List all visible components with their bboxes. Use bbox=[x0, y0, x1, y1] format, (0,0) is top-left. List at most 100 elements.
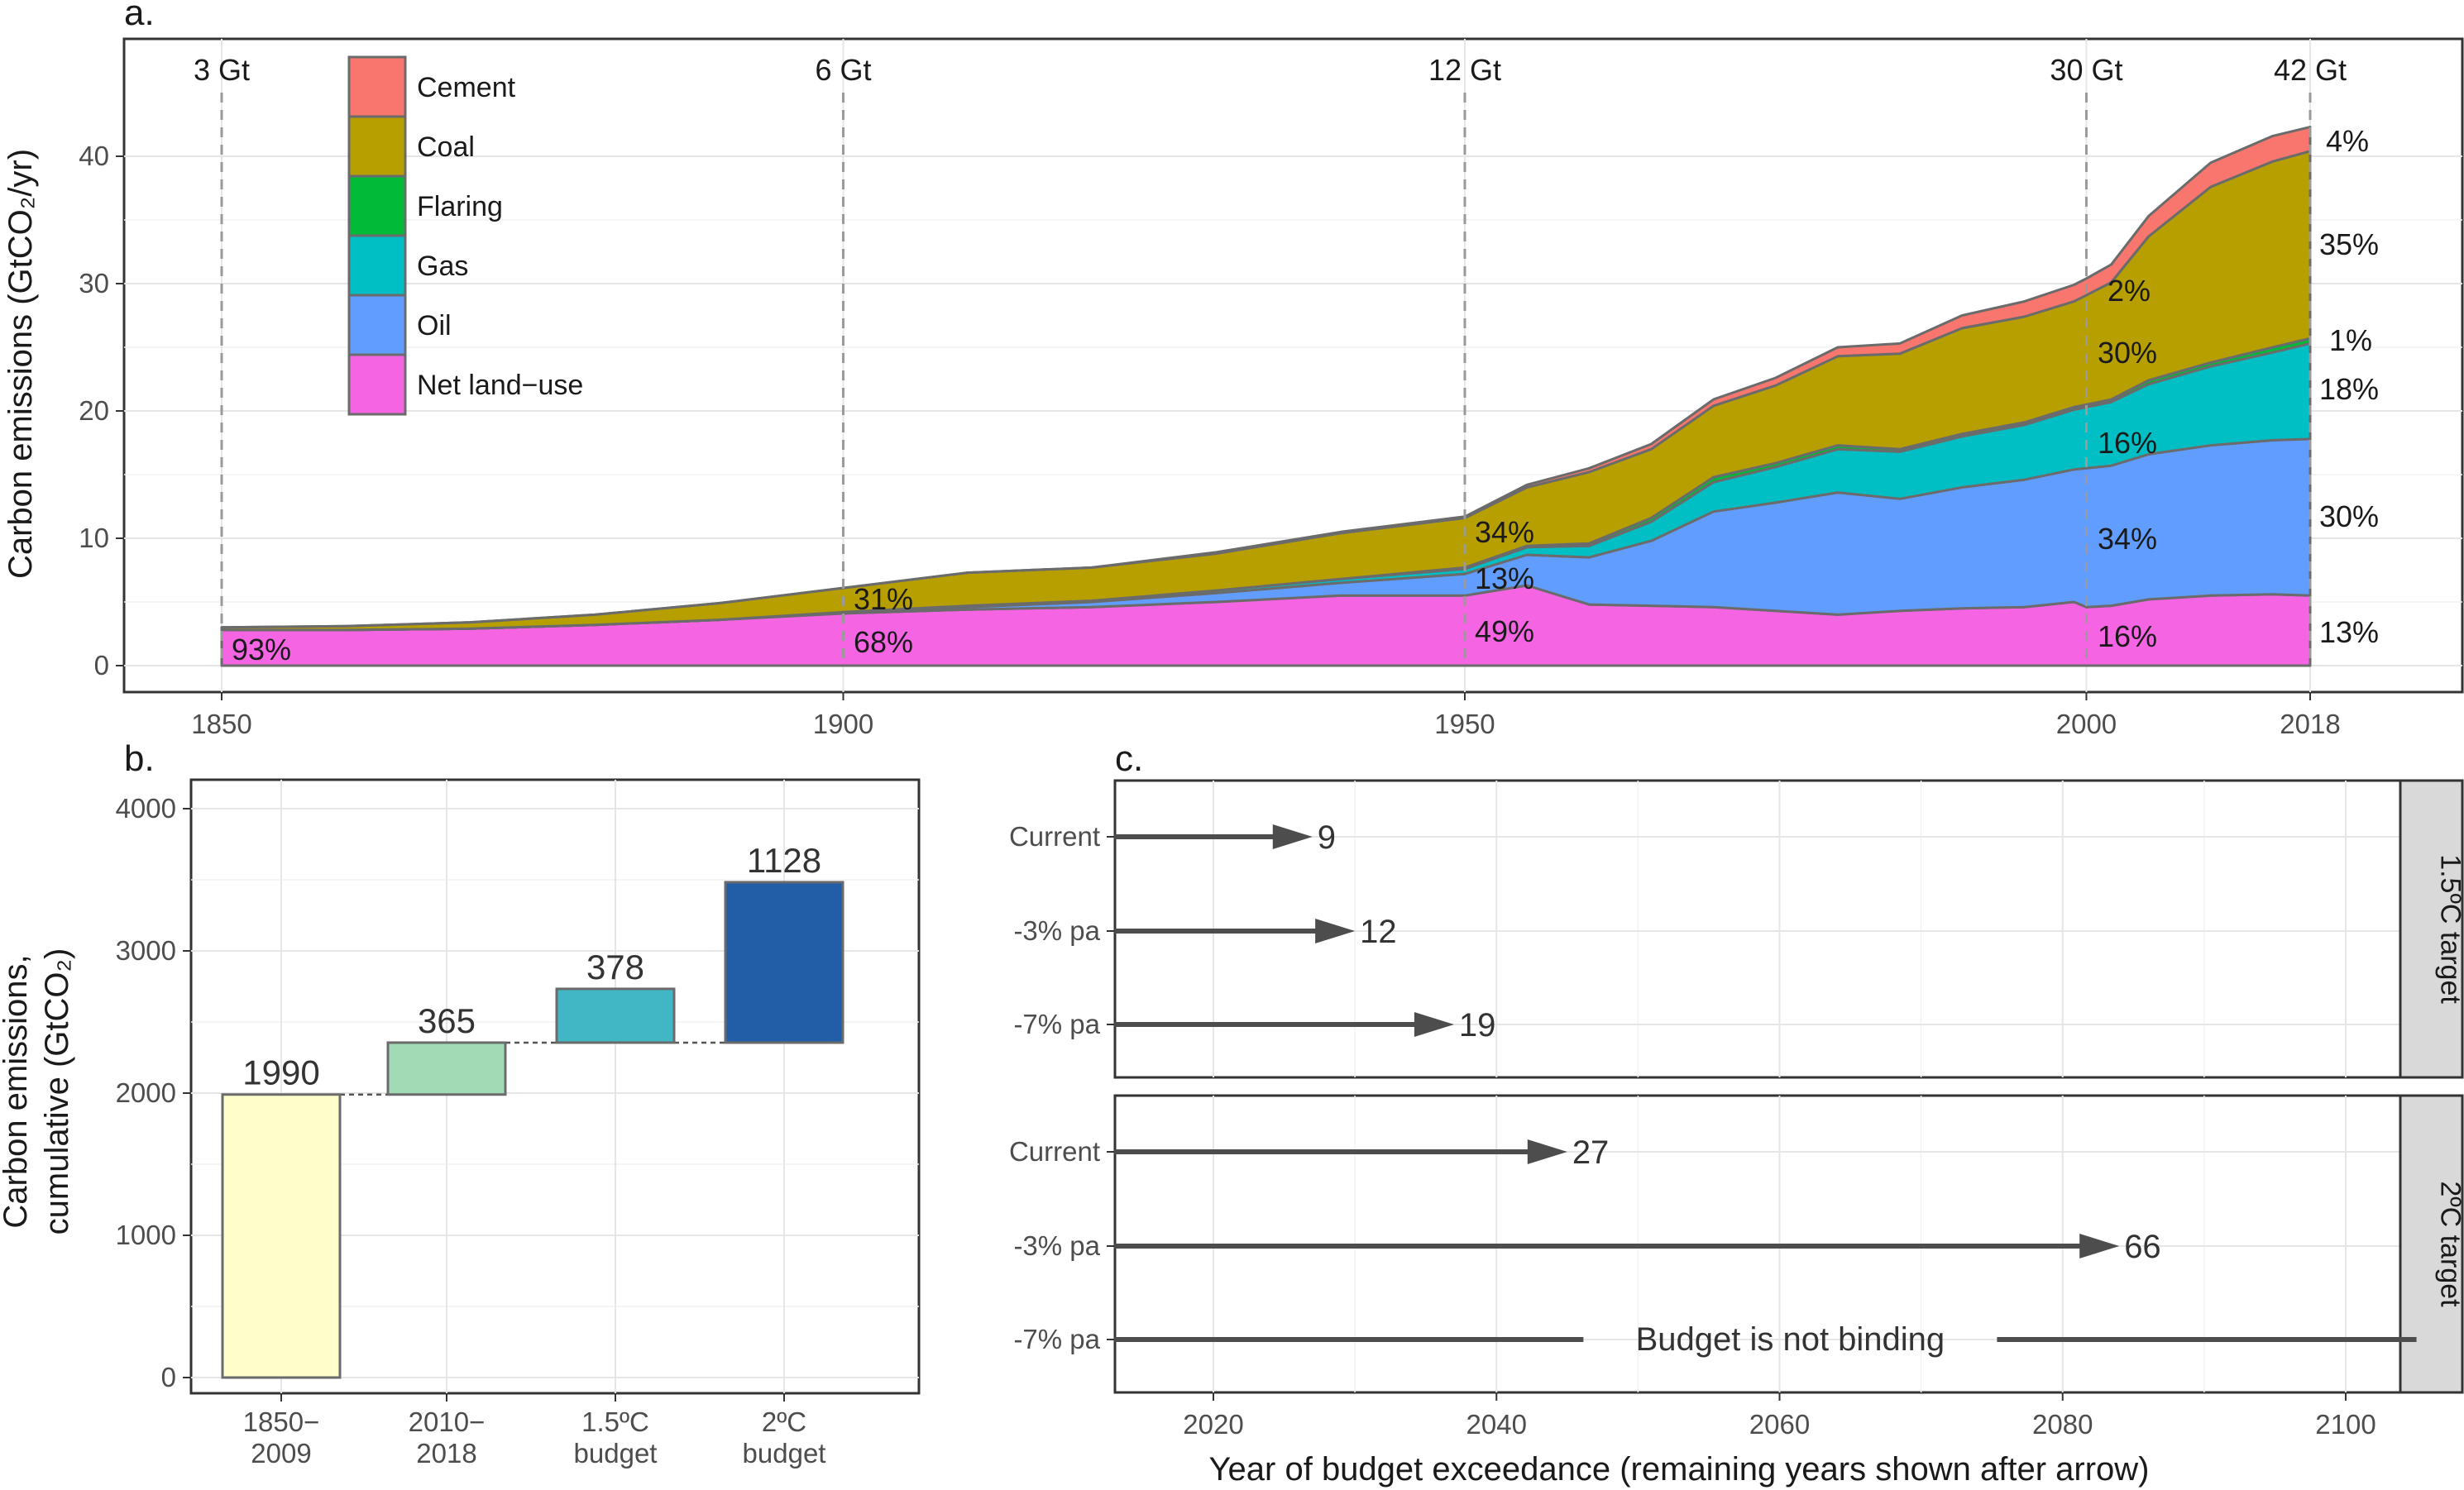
panel-b-y-tick-label: 4000 bbox=[116, 793, 176, 824]
share-label-2000: 30% bbox=[2098, 336, 2157, 370]
panel-b-x-tick-label-line2: budget bbox=[743, 1438, 826, 1469]
panel-c-x-ticks: 2020 2040 2060 2080 2100 bbox=[1183, 1392, 2376, 1440]
panel-b-x-tick-label-line2: 2018 bbox=[416, 1438, 476, 1469]
panel-c-x-tick-label: 2080 bbox=[2032, 1409, 2093, 1440]
total-label-1850: 3 Gt bbox=[194, 53, 250, 87]
panel-c: c. 1.5ºC target Current 9 -3% pa 12 -7% pa 19 2… bbox=[1009, 738, 2464, 1488]
panel-a-y-tick-label: 30 bbox=[79, 268, 109, 298]
share-label-2000: 34% bbox=[2098, 522, 2157, 556]
panel-a-marker-lines bbox=[220, 93, 2312, 666]
panel-c-arrow-value-label: 12 bbox=[1360, 914, 1397, 950]
total-label-2018: 42 Gt bbox=[2274, 53, 2347, 87]
panel-c-x-axis-title: Year of budget exceedance (remaining yea… bbox=[1209, 1451, 2150, 1488]
panel-a: a. 0 10 20 30 40 1850 1900 1950 2000 2018 3 Gt 6 … bbox=[2, 0, 2464, 739]
panel-c-strip-label: 2ºC target bbox=[2435, 1181, 2464, 1307]
panel-a-x-ticks: 1850 1900 1950 2000 2018 bbox=[191, 692, 2341, 739]
panel-b-y-axis-title-line2: cumulative (GtCO₂) bbox=[39, 948, 75, 1235]
panel-a-y-tick-label: 20 bbox=[79, 395, 109, 426]
panel-c-arrow-value-label: 27 bbox=[1572, 1134, 1610, 1171]
legend-label: Coal bbox=[417, 131, 475, 163]
panel-c-arrow-value-label: 19 bbox=[1459, 1007, 1496, 1043]
waterfall-bar-value-label: 378 bbox=[586, 948, 644, 986]
panel-c-letter: c. bbox=[1115, 738, 1143, 779]
panel-c-row-label: -7% pa bbox=[1013, 1009, 1100, 1039]
panel-c-arrow-value-label: 9 bbox=[1318, 819, 1336, 856]
panel-a-areas bbox=[220, 126, 2312, 667]
panel-c-x-tick-label: 2020 bbox=[1183, 1409, 1243, 1440]
share-label-2018: 30% bbox=[2319, 499, 2379, 533]
panel-b-x-tick-label-line1: 2010− bbox=[409, 1406, 486, 1437]
panel-c-row-label: -7% pa bbox=[1013, 1324, 1100, 1354]
panel-c-x-tick-label: 2100 bbox=[2315, 1409, 2375, 1440]
waterfall-bar bbox=[724, 881, 844, 1044]
legend-label: Oil bbox=[417, 310, 452, 341]
panel-a-y-tick-label: 40 bbox=[79, 141, 109, 171]
share-label-2018: 18% bbox=[2319, 372, 2379, 406]
total-label-2000: 30 Gt bbox=[2050, 53, 2122, 87]
waterfall-bar-value-label: 365 bbox=[418, 1001, 476, 1040]
panel-b-x-tick-label-line1: 1850− bbox=[243, 1406, 320, 1437]
panel-c-facet-strip bbox=[2399, 779, 2464, 1079]
panel-a-y-axis-title: Carbon emissions (GtCO₂/yr) bbox=[2, 149, 39, 579]
panel-c-note-label: Budget is not binding bbox=[1636, 1321, 1945, 1358]
waterfall-bar-value-label: 1128 bbox=[747, 841, 821, 880]
panel-b-x-tick-label-line2: 2009 bbox=[251, 1438, 311, 1469]
panel-a-x-tick-label: 2018 bbox=[2280, 709, 2340, 739]
panel-c-facets: 1.5ºC target Current 9 -3% pa 12 -7% pa 19 2ºC … bbox=[1009, 779, 2464, 1394]
panel-b-y-axis-title-line1: Carbon emissions, bbox=[0, 954, 34, 1228]
total-label-1950: 12 Gt bbox=[1428, 53, 1501, 87]
panel-a-letter: a. bbox=[124, 0, 155, 33]
legend-key-flaring bbox=[347, 174, 407, 237]
panel-b-y-tick-label: 3000 bbox=[116, 935, 176, 966]
panel-a-x-tick-label: 1950 bbox=[1434, 709, 1495, 739]
area-cement bbox=[220, 126, 2312, 629]
legend-label: Flaring bbox=[417, 191, 503, 222]
total-label-1900: 6 Gt bbox=[815, 53, 871, 87]
legend-key-oil bbox=[347, 294, 407, 356]
panel-b-x-tick-label-line1: 1.5ºC bbox=[581, 1406, 649, 1437]
panel-a-share-labels: 93% 31% 68% 34% 13% 49% 2% 30% 16% 34% 16% 4% 35% 1% 1… bbox=[232, 124, 2379, 666]
share-label-1850: 93% bbox=[232, 633, 291, 666]
share-label-2018: 4% bbox=[2326, 124, 2369, 158]
panel-c-strip-label: 1.5ºC target bbox=[2435, 854, 2464, 1004]
panel-c-arrow-value-label: 66 bbox=[2124, 1229, 2161, 1265]
share-label-2000: 16% bbox=[2098, 619, 2157, 653]
share-label-1950: 49% bbox=[1475, 614, 1534, 648]
panel-b-y-ticks: 0 1000 2000 3000 4000 bbox=[116, 793, 191, 1392]
panel-b-y-tick-label: 1000 bbox=[116, 1220, 176, 1250]
panel-c-arrow-head bbox=[1414, 1012, 1454, 1037]
panel-a-y-ticks: 0 10 20 30 40 bbox=[79, 141, 124, 681]
share-label-2018: 1% bbox=[2329, 323, 2372, 357]
panel-b-bars: 1990 365 378 1128 bbox=[221, 841, 844, 1379]
panel-c-row-label: Current bbox=[1009, 821, 1100, 852]
share-label-2018: 13% bbox=[2319, 615, 2379, 649]
panel-c-arrow-head bbox=[1527, 1139, 1567, 1164]
waterfall-bar bbox=[386, 1041, 507, 1096]
panel-c-facet-2: 2ºC target Current 27 -3% pa 66 -7% pa Budget … bbox=[1009, 1094, 2464, 1394]
panel-c-arrow-head bbox=[2079, 1234, 2120, 1258]
waterfall-bar bbox=[221, 1093, 342, 1379]
share-label-2018: 35% bbox=[2319, 227, 2379, 261]
panel-c-facet-strip bbox=[2399, 1094, 2464, 1394]
panel-b-y-tick-label: 0 bbox=[161, 1362, 176, 1392]
panel-c-x-tick-label: 2060 bbox=[1749, 1409, 1810, 1440]
panel-a-x-tick-label: 1850 bbox=[191, 709, 251, 739]
legend-label: Gas bbox=[417, 251, 468, 282]
panel-a-y-tick-label: 10 bbox=[79, 523, 109, 553]
panel-b: b. 1990 365 378 1128 0 1000 2000 3000 4000 1850… bbox=[0, 738, 921, 1469]
panel-b-x-tick-label-line1: 2ºC bbox=[762, 1406, 806, 1437]
share-label-1900: 68% bbox=[854, 625, 913, 659]
legend-key-cement bbox=[347, 55, 407, 118]
legend-key-net-land-use bbox=[347, 353, 407, 416]
waterfall-bar bbox=[555, 987, 676, 1044]
panel-a-total-labels: 3 Gt 6 Gt 12 Gt 30 Gt 42 Gt bbox=[194, 53, 2347, 87]
share-label-1950: 34% bbox=[1475, 515, 1534, 549]
panel-a-legend: Cement Coal Flaring Gas Oil Net land−use bbox=[347, 55, 583, 416]
panel-b-letter: b. bbox=[124, 738, 155, 779]
share-label-2000: 16% bbox=[2098, 426, 2157, 460]
panel-c-x-tick-label: 2040 bbox=[1466, 1409, 1527, 1440]
panel-a-x-tick-label: 1900 bbox=[813, 709, 873, 739]
panel-c-row-label: Current bbox=[1009, 1136, 1100, 1167]
legend-label: Cement bbox=[417, 72, 516, 103]
